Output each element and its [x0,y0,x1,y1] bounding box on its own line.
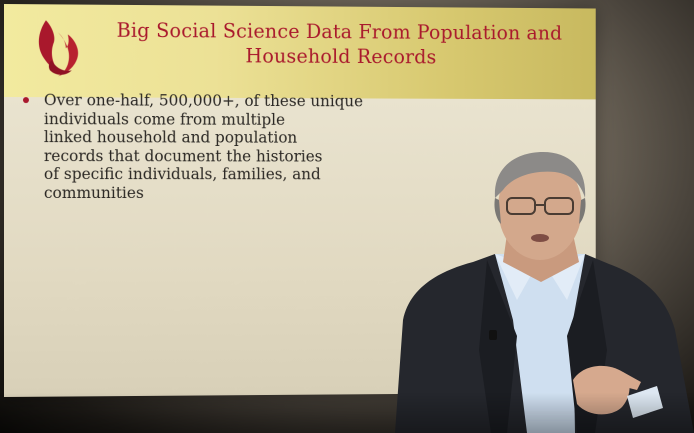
bullet-text-line-6: communities [44,184,417,202]
bullet-text-line-5: of specific individuals, families, and [44,165,417,184]
bullet-text-line-3: linked household and population [44,128,417,147]
bullet-list: Over one-half, 500,000+, of these unique… [18,91,417,202]
bullet-text-line-1: Over one-half, 500,000+, of these unique [44,91,417,111]
bullet-item: Over one-half, 500,000+, of these unique… [18,91,417,202]
bottom-shadow [0,393,694,433]
slide-title-line-1: Big Social Science Data From Population … [117,19,563,45]
bullet-text-line-4: records that document the histories [44,147,417,166]
bullet-text-line-2: individuals come from multiple [44,110,417,130]
flame-logo-icon [32,12,84,82]
slide-title: Big Social Science Data From Population … [86,18,592,70]
slide-title-line-2: Household Records [245,44,436,68]
slide-title-band: Big Social Science Data From Population … [4,4,596,99]
bullet-dot-icon [23,97,29,103]
presenter-figure [395,150,694,433]
